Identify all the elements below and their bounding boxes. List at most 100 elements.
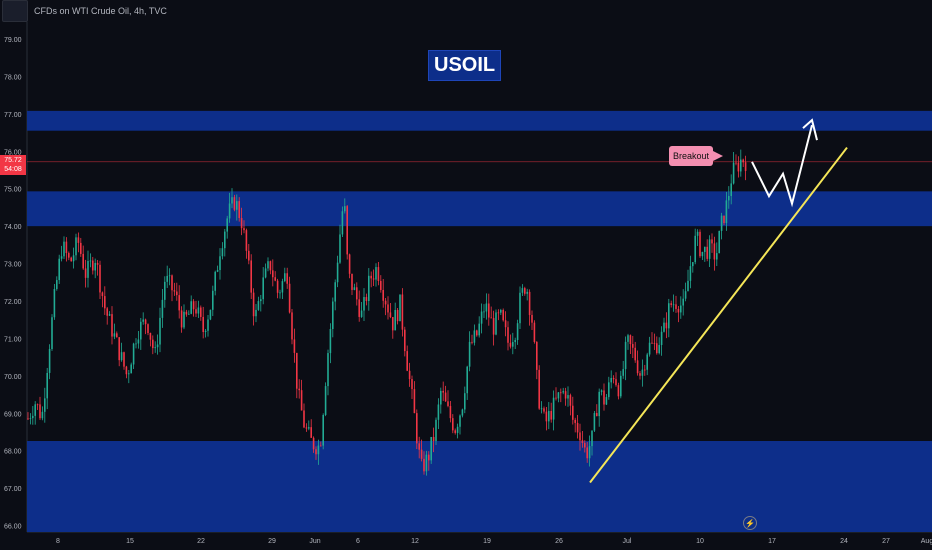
- candle-body: [276, 280, 279, 293]
- candle-body: [120, 352, 123, 361]
- candle-body: [639, 373, 641, 376]
- lightning-icon[interactable]: ⚡: [743, 516, 757, 530]
- candle-body: [84, 268, 87, 278]
- candle-body: [224, 231, 226, 249]
- candle-body: [154, 347, 156, 349]
- candle-body: [53, 288, 56, 318]
- candle-body: [488, 303, 490, 318]
- candle-body: [651, 342, 653, 344]
- candle-body: [632, 344, 634, 348]
- candle-body: [279, 292, 281, 294]
- candle-body: [732, 162, 735, 184]
- projection-arrowhead: [802, 118, 818, 141]
- candle-body: [178, 295, 180, 311]
- candle-body: [202, 316, 204, 332]
- candle-body: [641, 369, 644, 376]
- candle-body: [485, 303, 488, 312]
- breakout-label: Breakout: [669, 146, 723, 166]
- candle-body: [596, 413, 598, 417]
- candle-body: [214, 271, 216, 291]
- candle-body: [34, 404, 36, 416]
- candle-body: [665, 322, 668, 329]
- candle-body: [670, 303, 672, 305]
- candle-body: [687, 280, 689, 292]
- y-tick-label: 79.00: [4, 37, 22, 44]
- candle-body: [190, 301, 192, 314]
- candle-body: [495, 312, 497, 335]
- candle-body: [372, 278, 375, 280]
- candle-body: [380, 280, 382, 290]
- candle-body: [471, 341, 473, 343]
- candle-body: [555, 397, 557, 399]
- candle-body: [620, 375, 622, 397]
- x-tick-label: Aug: [921, 538, 932, 545]
- candle-body: [226, 218, 228, 232]
- x-tick-label: 27: [882, 538, 890, 545]
- candle-body: [533, 322, 536, 342]
- candle-body: [411, 379, 413, 390]
- candle-body: [298, 388, 300, 391]
- candle-body: [653, 342, 656, 344]
- candle-body: [612, 377, 615, 380]
- candle-body: [183, 311, 185, 328]
- y-tick-label: 74.00: [4, 224, 22, 231]
- candle-body: [444, 392, 447, 402]
- candle-body: [576, 422, 579, 433]
- candle-body: [404, 329, 406, 352]
- candle-body: [557, 392, 560, 399]
- candle-body: [677, 308, 680, 313]
- candle-body: [41, 411, 44, 419]
- candle-body: [608, 382, 610, 398]
- candle-body: [219, 256, 221, 271]
- candle-body: [658, 345, 660, 354]
- candle-body: [689, 266, 692, 281]
- candle-body: [168, 275, 171, 277]
- candle-body: [70, 257, 72, 262]
- candle-body: [216, 270, 219, 272]
- y-tick-label: 72.00: [4, 299, 22, 306]
- candle-body: [315, 449, 317, 455]
- candle-body: [461, 409, 464, 416]
- candle-body: [569, 395, 572, 406]
- x-tick-label: 29: [268, 538, 276, 545]
- candle-body: [128, 373, 130, 375]
- candle-body: [44, 398, 46, 412]
- current-price-tag: 75.72 54:08: [0, 155, 26, 175]
- candle-body: [675, 304, 677, 309]
- candle-body: [728, 195, 730, 201]
- candle-body: [192, 301, 195, 310]
- candle-body: [29, 418, 32, 419]
- candle-body: [574, 419, 576, 423]
- candle-body: [329, 328, 332, 354]
- candle-body: [228, 203, 231, 219]
- candle-body: [584, 442, 586, 448]
- candle-body: [562, 391, 564, 393]
- candle-body: [204, 330, 207, 332]
- candle-body: [32, 415, 34, 419]
- candle-body: [572, 405, 574, 420]
- candle-body: [550, 410, 552, 420]
- candle-body: [96, 263, 99, 265]
- candle-body: [173, 290, 176, 292]
- candle-body: [221, 248, 224, 257]
- candle-body: [504, 320, 507, 328]
- candle-body: [48, 349, 51, 373]
- candle-body: [694, 235, 696, 263]
- candle-body: [406, 351, 408, 371]
- candle-body: [341, 211, 344, 235]
- candle-body: [483, 311, 485, 313]
- candle-body: [389, 312, 392, 318]
- candle-body: [615, 379, 617, 386]
- symbol-logo-icon[interactable]: [2, 0, 28, 22]
- candle-body: [480, 311, 483, 324]
- candle-body: [104, 296, 106, 309]
- candle-body: [171, 275, 173, 291]
- candle-body: [723, 215, 725, 224]
- candle-body: [516, 323, 519, 340]
- candle-body: [312, 437, 315, 450]
- candle-body: [564, 391, 567, 399]
- candle-body: [396, 309, 399, 322]
- candle-body: [51, 317, 53, 350]
- candle-body: [598, 391, 600, 417]
